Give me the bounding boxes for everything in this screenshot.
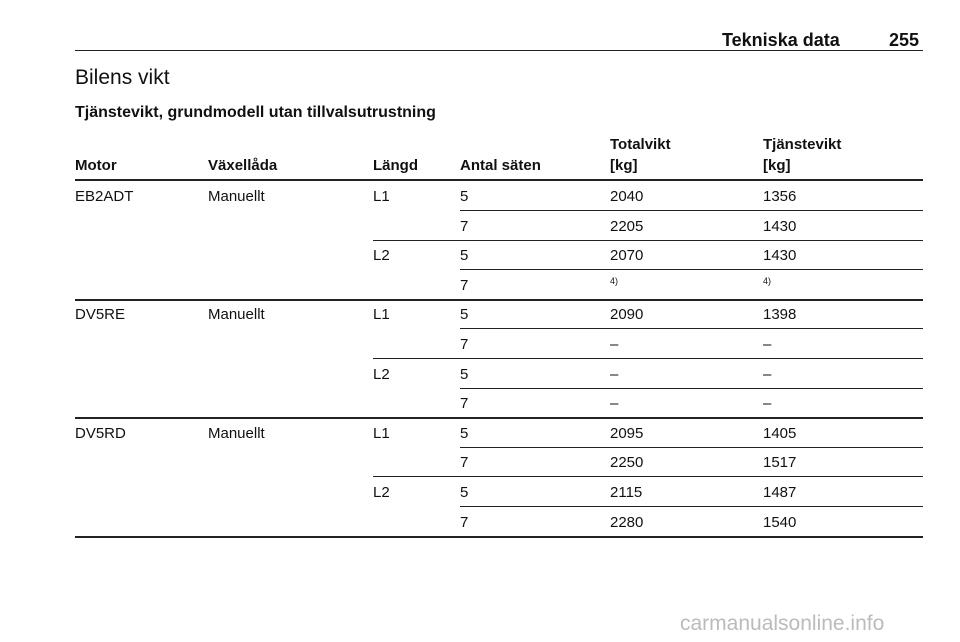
- watermark: carmanualsonline.info: [680, 612, 885, 635]
- column-header: Längd: [373, 157, 418, 174]
- section-title: Tekniska data: [722, 30, 840, 50]
- service: 1356: [763, 188, 797, 205]
- length: L1: [373, 306, 390, 324]
- gearbox: Manuellt: [208, 188, 265, 205]
- total: 2070: [610, 247, 644, 265]
- seats: 5: [460, 247, 469, 265]
- seats: 7: [460, 276, 469, 294]
- length: L1: [373, 188, 390, 205]
- length: L2: [373, 247, 390, 265]
- length: L2: [373, 365, 390, 383]
- row-rule: [373, 358, 923, 359]
- column-header: Motor: [75, 157, 117, 174]
- service: 1430: [763, 217, 797, 235]
- gearbox: Manuellt: [208, 306, 265, 324]
- service: –: [763, 395, 772, 413]
- total: 2250: [610, 454, 644, 472]
- motor: DV5RD: [75, 424, 126, 442]
- subtitle: Tjänstevikt, grundmodell utan tillvalsut…: [75, 104, 436, 121]
- service: –: [763, 336, 772, 353]
- seats: 7: [460, 336, 469, 353]
- row-rule: [460, 328, 923, 329]
- row-rule: [373, 476, 923, 477]
- service: 1540: [763, 513, 797, 531]
- seats: 5: [460, 306, 469, 324]
- column-header: [kg]: [610, 157, 638, 174]
- row-rule: [460, 447, 923, 448]
- motor: EB2ADT: [75, 188, 134, 205]
- column-header: Totalvikt: [610, 136, 671, 153]
- service: 1517: [763, 454, 797, 472]
- length: L1: [373, 424, 390, 442]
- seats: 5: [460, 484, 469, 501]
- page-number: 255: [889, 30, 920, 50]
- row-rule: [75, 536, 923, 538]
- total: 2280: [610, 513, 644, 531]
- seats: 7: [460, 454, 469, 472]
- total: 2095: [610, 424, 644, 442]
- seats: 7: [460, 395, 469, 413]
- total: 2115: [610, 484, 643, 501]
- row-rule: [460, 210, 923, 211]
- column-header: Antal säten: [460, 157, 541, 174]
- row-rule: [460, 269, 923, 270]
- row-rule: [460, 506, 923, 507]
- seats: 5: [460, 365, 469, 383]
- service: 1487: [763, 484, 797, 501]
- total: –: [610, 336, 619, 353]
- header-rule: [75, 50, 923, 51]
- total: –: [610, 395, 619, 413]
- total: 2090: [610, 306, 644, 324]
- motor: DV5RE: [75, 306, 126, 324]
- seats: 7: [460, 513, 469, 531]
- column-header: Växellåda: [208, 157, 278, 174]
- length: L2: [373, 484, 390, 501]
- row-rule: [460, 388, 923, 389]
- service: 4): [763, 275, 772, 286]
- title: Bilens vikt: [75, 66, 170, 89]
- gearbox: Manuellt: [208, 424, 265, 442]
- header-rule: [75, 179, 923, 181]
- total: 2205: [610, 217, 644, 235]
- service: 1398: [763, 306, 797, 324]
- row-rule: [75, 417, 923, 419]
- row-rule: [373, 240, 923, 241]
- seats: 5: [460, 188, 469, 205]
- column-header: [kg]: [763, 157, 791, 174]
- service: 1430: [763, 247, 797, 265]
- total: 4): [610, 275, 619, 286]
- total: –: [610, 365, 619, 383]
- seats: 5: [460, 424, 469, 442]
- column-header: Tjänstevikt: [763, 136, 842, 153]
- row-rule: [75, 299, 923, 301]
- seats: 7: [460, 217, 469, 235]
- service: 1405: [763, 424, 797, 442]
- service: –: [763, 365, 772, 383]
- total: 2040: [610, 188, 644, 205]
